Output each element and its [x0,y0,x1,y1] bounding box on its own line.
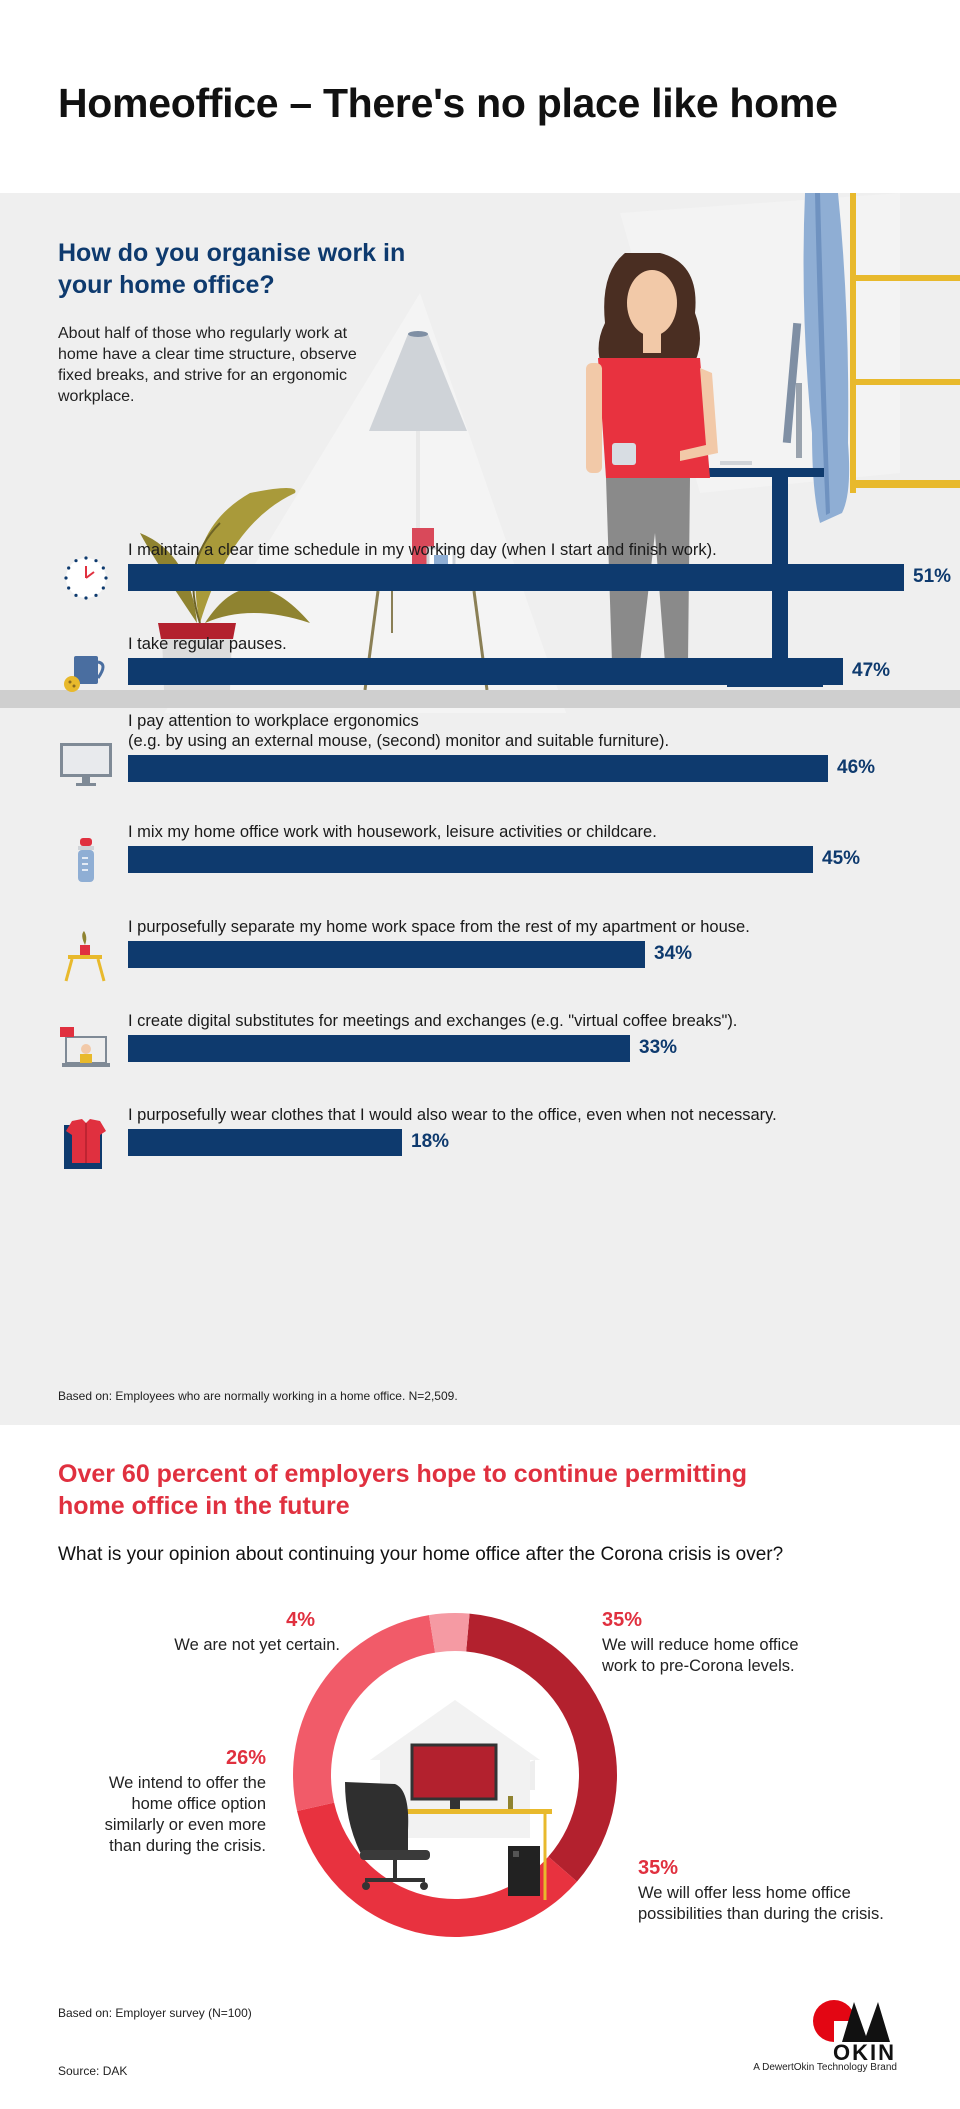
monitor-icon [58,735,114,791]
bar-track: 51% [128,564,960,591]
baby-bottle-icon [58,832,114,888]
donut-slice [297,1802,577,1938]
bar-value-label: 34% [654,943,693,964]
annotation-value: 35% [638,1857,679,1879]
annotation-less: 35% We will offer less home office possi… [638,1858,908,1925]
bar-row: I mix my home office work with housework… [58,822,938,892]
shirt-icon [58,1115,114,1171]
bar-label: I create digital substitutes for meeting… [128,1012,738,1030]
bar-row: I take regular pauses. 47% [58,634,938,704]
annotation-similar-or-more: 26% We intend to offer the home office o… [86,1748,266,1857]
bar-value-label: 51% [913,566,952,587]
bar-row: I create digital substitutes for meeting… [58,1011,938,1081]
bar-label: I pay attention to workplace ergonomics … [128,712,670,750]
annotation-value: 26% [225,1747,266,1769]
bar-track: 46% [128,755,948,782]
desk-illustration [345,1700,552,1900]
floor-divider [0,690,960,708]
annotation-not-certain: 4% We are not yet certain. [140,1610,340,1656]
annotation-label: We will offer less home office possibili… [638,1884,884,1923]
bar-row: I maintain a clear time schedule in my w… [58,540,951,610]
logo-tagline: A DewertOkin Technology Brand [753,2062,897,2073]
source-note: Source: DAK [58,2064,128,2078]
annotation-value: 4% [286,1609,315,1631]
bar-value-label: 45% [822,848,861,869]
annotation-label: We will reduce home office work to pre-C… [602,1636,799,1675]
bar [128,564,904,591]
okin-logo [813,2000,890,2043]
cup-icon [58,644,114,700]
footnote: Based on: Employees who are normally wor… [58,1389,458,1403]
bar-track: 45% [128,846,933,873]
bar [128,658,843,685]
bar-label: I purposefully separate my home work spa… [128,918,750,936]
bar [128,755,828,782]
annotation-label: We are not yet certain. [174,1636,340,1654]
section-intro: About half of those who regularly work a… [58,325,357,405]
employer-footnote: Based on: Employer survey (N=100) [58,2006,252,2020]
bar [128,1035,630,1062]
bar-label: I maintain a clear time schedule in my w… [128,541,717,559]
bar-value-label: 47% [852,660,891,681]
laptop-video-icon [58,1021,114,1077]
plant-stool-icon [58,927,114,983]
logo-wordmark: OKIN [833,2040,896,2065]
bar-track: 18% [128,1129,522,1156]
bar-value-label: 33% [639,1037,678,1058]
donut-slice [428,1613,470,1653]
bar-row: I purposefully wear clothes that I would… [58,1105,938,1175]
bar-track: 34% [128,941,765,968]
home-office-illustration [140,193,960,713]
bar-track: 33% [128,1035,750,1062]
donut-slice [466,1613,618,1882]
bar-label: I purposefully wear clothes that I would… [128,1106,777,1124]
annotation-value: 35% [602,1609,643,1631]
bar [128,941,645,968]
bar-label: I mix my home office work with housework… [128,823,657,841]
bar-value-label: 18% [411,1131,450,1152]
bar-value-label: 46% [837,757,876,778]
bar [128,1129,402,1156]
bar-track: 47% [128,658,960,685]
annotation-label: We intend to offer the home office optio… [104,1774,266,1855]
bar-label: I take regular pauses. [128,635,287,653]
page-title: Homeoffice – There's no place like home [58,80,838,126]
section-heading-employers: Over 60 percent of employers hope to con… [58,1460,748,1520]
annotation-reduce: 35% We will reduce home office work to p… [602,1610,832,1677]
bar-row: I pay attention to workplace ergonomics … [58,711,938,786]
bar [128,846,813,873]
survey-question: What is your opinion about continuing yo… [58,1544,784,1565]
clock-icon [58,550,114,606]
bar-row: I purposefully separate my home work spa… [58,917,938,987]
work-organisation-section: How do you organise work in your home of… [0,193,960,1425]
section-heading: How do you organise work in your home of… [58,239,406,299]
